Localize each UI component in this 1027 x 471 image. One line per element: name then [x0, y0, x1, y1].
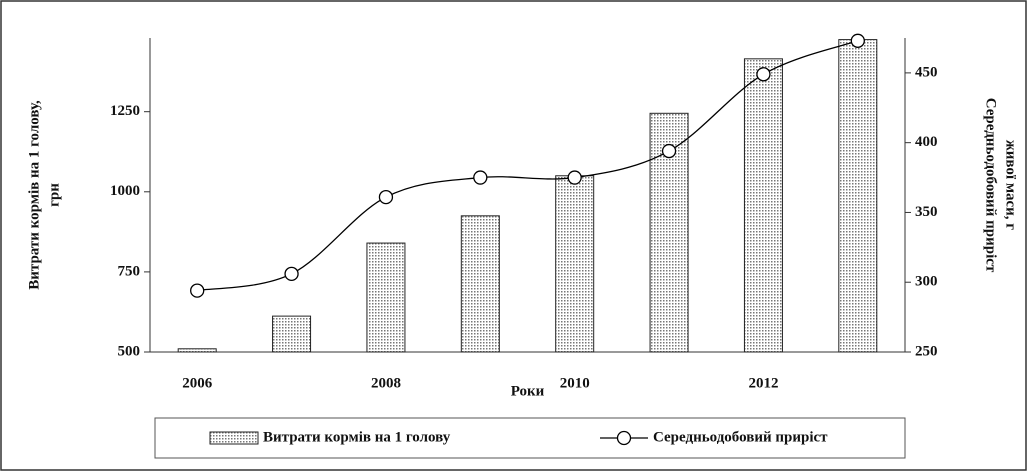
y-axis-label: Витрати кормів на 1 голову,	[26, 100, 42, 290]
bar	[743, 58, 783, 353]
bar	[555, 175, 595, 353]
line-marker	[190, 283, 205, 298]
bar	[366, 242, 406, 353]
y2-tick-label: 250	[915, 343, 938, 359]
y2-tick-label: 300	[915, 274, 938, 290]
x-tick-label: 2010	[560, 375, 590, 391]
bar	[177, 348, 217, 353]
legend-label: Середньодобовий приріст	[653, 429, 828, 445]
x-tick-label: 2008	[371, 375, 401, 391]
y-axis-label: грн	[46, 183, 62, 207]
bar	[838, 39, 878, 353]
line-marker	[850, 33, 865, 48]
bar	[460, 215, 500, 353]
y2-axis-label: Середньодобовий приріст	[983, 98, 999, 273]
y2-tick-label: 450	[915, 64, 938, 80]
bar	[272, 315, 312, 353]
y-tick-label: 500	[118, 343, 141, 359]
x-axis-label: Роки	[511, 383, 545, 399]
y-tick-label: 1000	[110, 183, 140, 199]
y2-tick-label: 400	[915, 134, 938, 150]
legend-swatch	[209, 431, 259, 445]
legend-label: Витрати кормів на 1 голову	[263, 429, 451, 445]
line-marker	[284, 266, 299, 281]
line	[197, 40, 859, 292]
x-tick-label: 2006	[182, 375, 213, 391]
line-marker	[473, 170, 488, 185]
legend-box	[154, 417, 906, 459]
x-tick-label: 2012	[748, 375, 778, 391]
y2-tick-label: 350	[915, 204, 938, 220]
legend-swatch	[616, 430, 632, 446]
y2-axis-label: живої маси, г	[1003, 140, 1019, 230]
y-tick-label: 750	[118, 263, 141, 279]
line-marker	[756, 67, 771, 82]
line-marker	[378, 189, 394, 205]
line-marker	[661, 143, 677, 159]
y-tick-label: 1250	[110, 103, 140, 119]
line-marker	[567, 170, 582, 185]
